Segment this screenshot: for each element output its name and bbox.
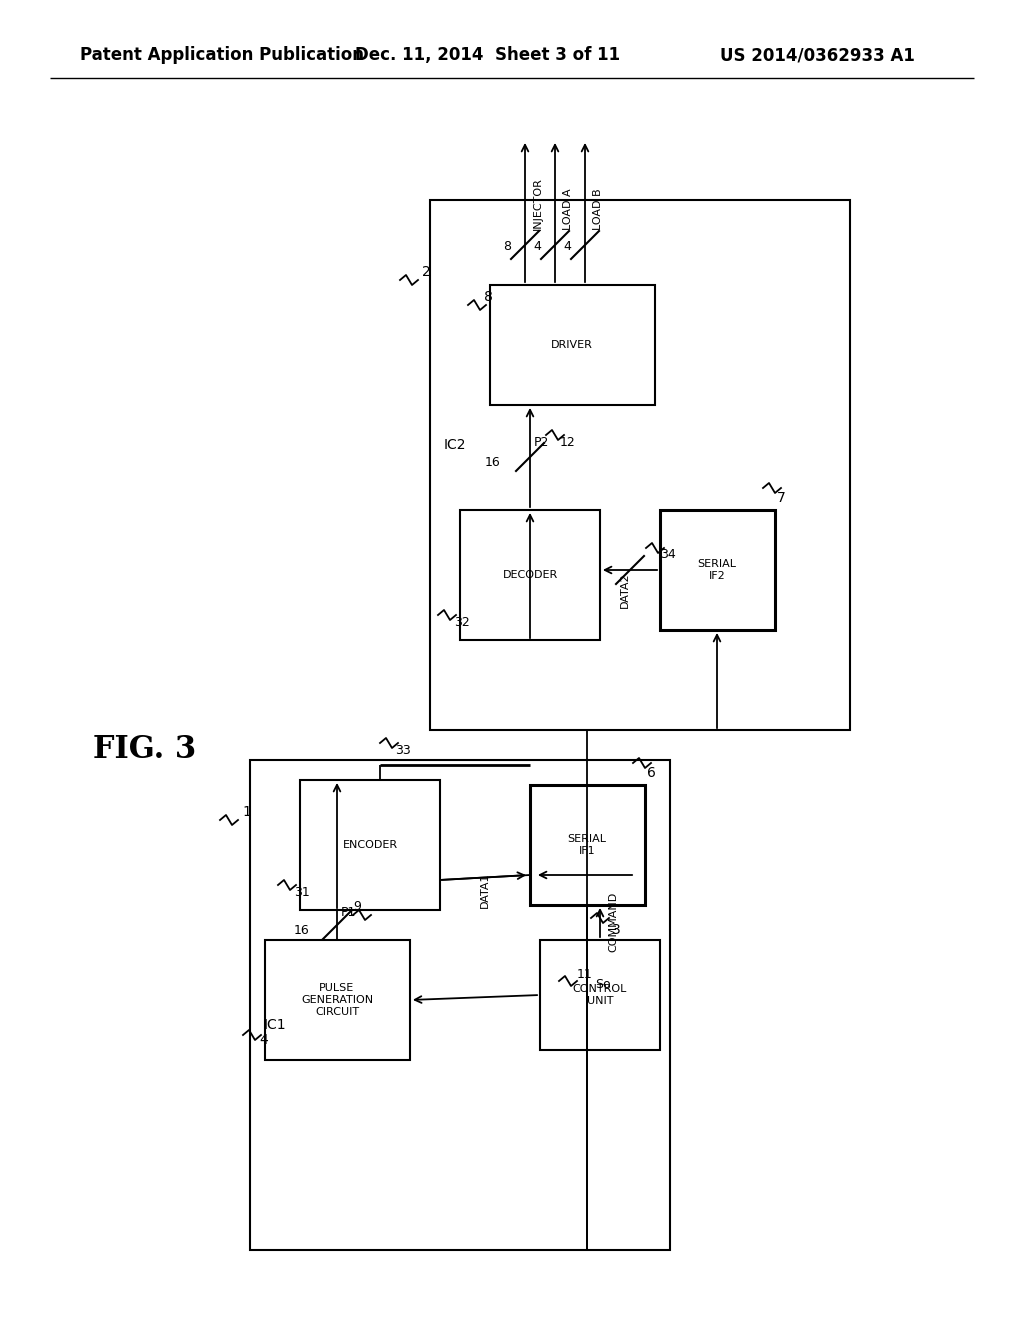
Text: 16: 16 [484, 455, 500, 469]
Text: 4: 4 [534, 240, 541, 253]
Text: So: So [595, 978, 610, 991]
Text: 31: 31 [294, 886, 309, 899]
Text: INJECTOR: INJECTOR [534, 177, 543, 230]
Bar [540, 940, 660, 1049]
Text: IC1: IC1 [264, 1018, 287, 1032]
Text: COMMAND: COMMAND [608, 892, 618, 952]
Text: 7: 7 [777, 491, 785, 506]
Text: 32: 32 [454, 615, 470, 628]
Text: SERIAL
IF1: SERIAL IF1 [567, 834, 606, 855]
Bar [530, 785, 645, 906]
Bar [300, 780, 440, 909]
Text: DRIVER: DRIVER [551, 341, 593, 350]
Text: DATA1: DATA1 [480, 873, 490, 908]
Text: US 2014/0362933 A1: US 2014/0362933 A1 [720, 46, 914, 63]
Text: 34: 34 [660, 549, 676, 561]
Text: 6: 6 [647, 766, 656, 780]
Text: PULSE
GENERATION
CIRCUIT: PULSE GENERATION CIRCUIT [301, 983, 373, 1016]
Text: 8: 8 [484, 290, 493, 304]
Text: 2: 2 [422, 265, 431, 279]
Text: 4: 4 [259, 1034, 267, 1047]
Text: 11: 11 [577, 969, 593, 982]
Text: LOAD B: LOAD B [593, 189, 603, 230]
Bar [490, 285, 655, 405]
Text: FIG. 3: FIG. 3 [93, 734, 197, 766]
Text: P1: P1 [341, 907, 356, 920]
Text: Dec. 11, 2014  Sheet 3 of 11: Dec. 11, 2014 Sheet 3 of 11 [355, 46, 621, 63]
Text: DATA2: DATA2 [620, 572, 630, 607]
Bar [250, 760, 670, 1250]
Text: DECODER: DECODER [503, 570, 558, 579]
Text: SERIAL
IF2: SERIAL IF2 [697, 560, 736, 581]
Text: ENCODER: ENCODER [342, 840, 397, 850]
Bar [660, 510, 775, 630]
Text: LOAD A: LOAD A [563, 189, 573, 230]
Text: 33: 33 [395, 743, 411, 756]
Text: P2: P2 [534, 437, 549, 450]
Text: 3: 3 [612, 923, 621, 937]
Bar [265, 940, 410, 1060]
Text: Patent Application Publication: Patent Application Publication [80, 46, 364, 63]
Bar [430, 201, 850, 730]
Text: 12: 12 [560, 436, 575, 449]
Text: 8: 8 [503, 240, 511, 253]
Text: 16: 16 [293, 924, 309, 936]
Text: IC2: IC2 [444, 438, 467, 451]
Text: 1: 1 [242, 805, 251, 818]
Text: 9: 9 [353, 900, 360, 913]
Text: CONTROL
UNIT: CONTROL UNIT [572, 985, 627, 1006]
Text: 4: 4 [563, 240, 571, 253]
Bar [460, 510, 600, 640]
